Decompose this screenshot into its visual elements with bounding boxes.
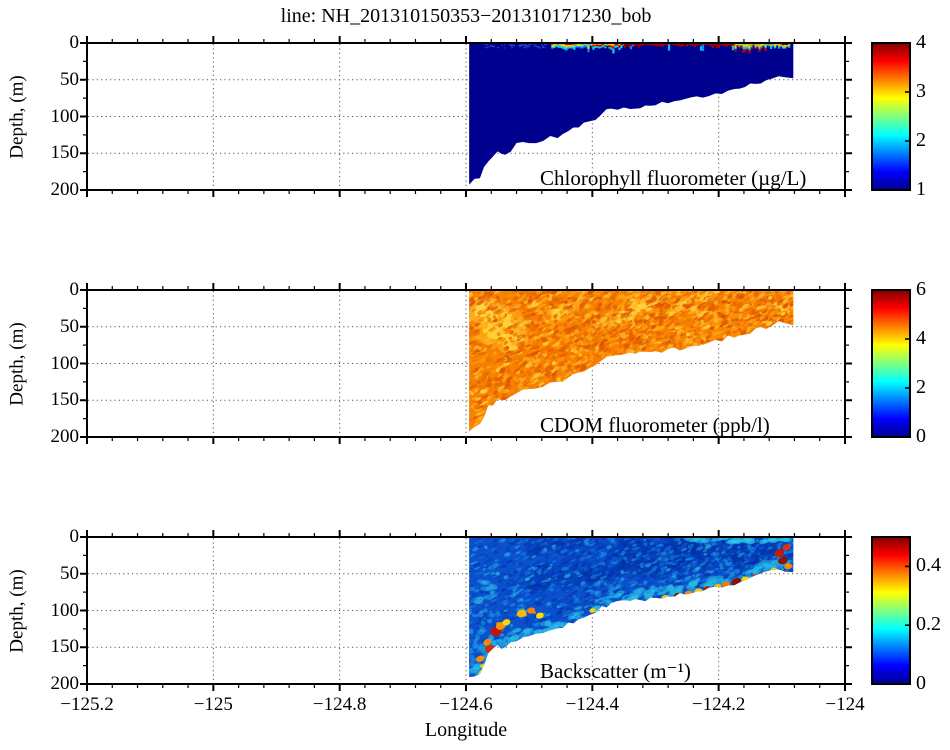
y-tick-label: 0 [69, 279, 80, 300]
colorbar-tick-label: 0 [916, 672, 926, 694]
y-tick-label: 150 [50, 636, 80, 658]
colorbar-tick-label: 6 [916, 278, 926, 300]
y-tick-label: 0 [69, 32, 80, 53]
y-tick-label: 100 [50, 599, 80, 621]
x-tick-label: −124.8 [312, 694, 367, 715]
colorbar-tick-label: 2 [916, 129, 926, 151]
y-tick-label: 200 [50, 673, 80, 694]
figure-title: line: NH_201310150353−201310171230_bob [280, 5, 652, 27]
colorbar-tick-label: 1 [916, 178, 926, 200]
colorbar-tick-label: 0 [916, 425, 926, 447]
y-tick-label: 100 [50, 105, 80, 127]
panel-label-chlorophyll: Chlorophyll fluorometer (µg/L) [540, 166, 807, 190]
x-axis-label: Longitude [424, 719, 508, 741]
x-tick-label: −124.2 [691, 694, 746, 715]
colorbar-tick-label: 3 [916, 80, 926, 102]
x-tick-label: −124.6 [439, 694, 493, 715]
x-tick-label: −124 [825, 694, 865, 715]
y-tick-label: 150 [50, 142, 80, 164]
colorbar-tick-label: 4 [916, 31, 926, 53]
y-tick-label: 50 [60, 68, 79, 90]
y-tick-label: 0 [69, 526, 80, 547]
x-tick-label: −124.4 [565, 694, 620, 715]
y-tick-label: 150 [50, 389, 80, 411]
panel-label-cdom: CDOM fluorometer (ppb/l) [540, 413, 770, 437]
x-tick-label: −125.2 [60, 694, 114, 715]
panel-label-backscatter: Backscatter (m⁻¹) [540, 659, 691, 683]
colorbar-tick-label: 2 [916, 376, 926, 398]
y-tick-label: 100 [50, 352, 80, 374]
colorbar-tick-label: 0.2 [916, 613, 941, 636]
x-tick-label: −125 [193, 694, 233, 715]
y-tick-label: 50 [60, 315, 79, 337]
y-tick-label: 200 [50, 179, 80, 200]
y-tick-label: 50 [60, 562, 79, 584]
colorbar-tick-label: 4 [916, 327, 926, 349]
colorbar-tick-label: 0.4 [916, 554, 941, 577]
y-tick-label: 200 [50, 426, 80, 447]
